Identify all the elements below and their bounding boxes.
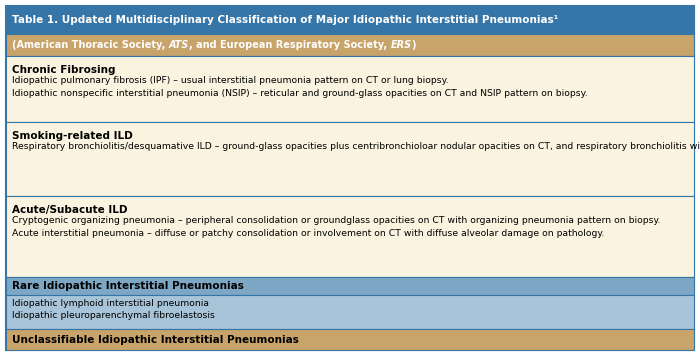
Bar: [6, 329, 694, 350]
Text: Respiratory bronchiolitis/desquamative ILD – ground-glass opacities plus centrib: Respiratory bronchiolitis/desquamative I…: [12, 142, 700, 151]
Text: Idiopathic nonspecific interstitial pneumonia (NSIP) – reticular and ground-glas: Idiopathic nonspecific interstitial pneu…: [12, 89, 587, 98]
Text: ): ): [412, 40, 416, 50]
Text: Cryptogenic organizing pneumonia – peripheral consolidation or groundglass opaci: Cryptogenic organizing pneumonia – perip…: [12, 216, 661, 225]
Text: ATS: ATS: [169, 40, 189, 50]
Text: Acute/Subacute ILD: Acute/Subacute ILD: [12, 205, 127, 215]
Text: , and European Respiratory Society,: , and European Respiratory Society,: [189, 40, 391, 50]
Text: ERS: ERS: [391, 40, 412, 50]
Bar: [6, 56, 694, 122]
Bar: [6, 6, 694, 34]
Text: Idiopathic pleuroparenchymal fibroelastosis: Idiopathic pleuroparenchymal fibroelasto…: [12, 312, 215, 320]
Text: Idiopathic pulmonary fibrosis (IPF) – usual interstitial pneumonia pattern on CT: Idiopathic pulmonary fibrosis (IPF) – us…: [12, 76, 449, 85]
Text: Table 1. Updated Multidisciplinary Classification of Major Idiopathic Interstiti: Table 1. Updated Multidisciplinary Class…: [12, 15, 559, 25]
Bar: [6, 34, 694, 56]
Bar: [6, 295, 694, 329]
Bar: [6, 197, 694, 277]
Text: (American Thoracic Society,: (American Thoracic Society,: [12, 40, 169, 50]
Bar: [6, 277, 694, 295]
Text: Idiopathic lymphoid interstitial pneumonia: Idiopathic lymphoid interstitial pneumon…: [12, 299, 209, 308]
Text: Acute interstitial pneumonia – diffuse or patchy consolidation or involvement on: Acute interstitial pneumonia – diffuse o…: [12, 229, 604, 238]
Bar: [6, 122, 694, 197]
Text: Unclassifiable Idiopathic Interstitial Pneumonias: Unclassifiable Idiopathic Interstitial P…: [12, 335, 299, 345]
Text: Smoking-related ILD: Smoking-related ILD: [12, 131, 133, 141]
Text: Chronic Fibrosing: Chronic Fibrosing: [12, 65, 116, 75]
Text: Rare Idiopathic Interstitial Pneumonias: Rare Idiopathic Interstitial Pneumonias: [12, 281, 244, 291]
